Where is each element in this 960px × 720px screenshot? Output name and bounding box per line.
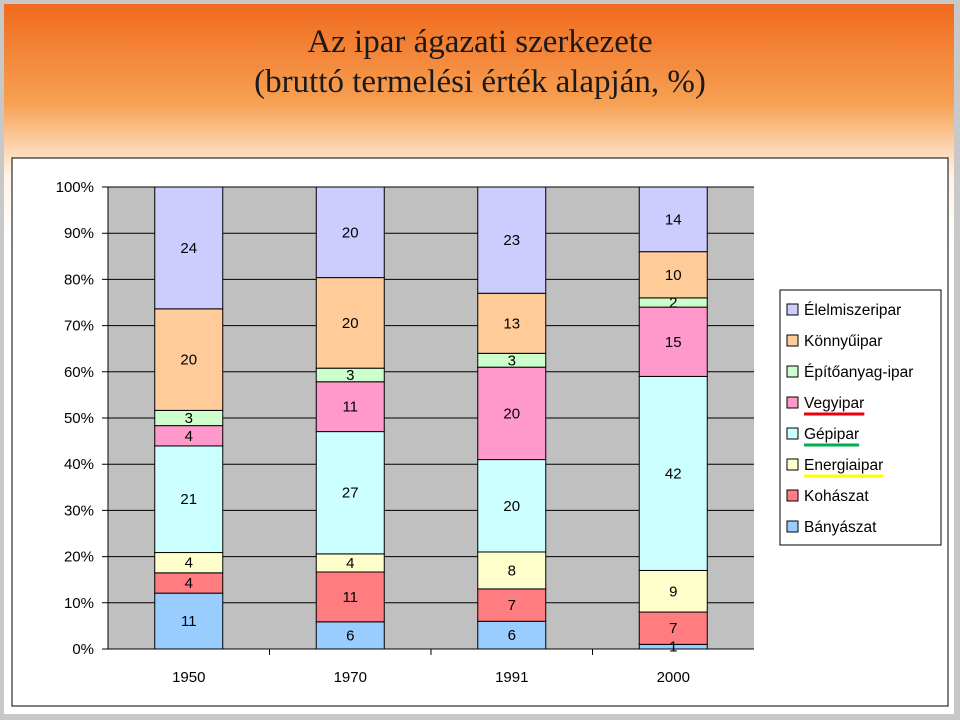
bar-segment (638, 186, 708, 253)
y-tick-label: 50% (64, 410, 94, 427)
legend-swatch (786, 365, 799, 378)
bar-segment (477, 588, 547, 622)
data-label: 6 (346, 627, 354, 644)
y-tick-label: 80% (64, 271, 94, 288)
y-tick-label: 60% (64, 364, 94, 381)
bar-segment (154, 308, 224, 411)
legend-swatch (786, 427, 799, 440)
data-label: 3 (346, 367, 354, 384)
bar-segment (477, 186, 547, 294)
bar-segment (477, 292, 547, 354)
legend-box (779, 289, 942, 546)
bar-segment (477, 620, 547, 650)
data-label: 7 (669, 620, 677, 637)
bar-segment (638, 306, 708, 377)
legend-label: Kohászat (804, 488, 869, 505)
data-label: 20 (342, 224, 359, 241)
legend-label: Élelmiszeripar (804, 302, 901, 319)
data-label: 7 (508, 597, 516, 614)
data-label: 24 (180, 240, 197, 257)
bar-segment (154, 592, 224, 650)
data-label: 11 (342, 399, 358, 416)
data-label: 20 (503, 405, 520, 422)
y-tick-label: 30% (64, 502, 94, 519)
y-tick-label: 0% (72, 641, 94, 658)
y-tick-label: 100% (56, 179, 94, 196)
data-label: 9 (669, 583, 677, 600)
title-line-1: Az ipar ágazati szerkezete (307, 24, 653, 60)
bar-segment (315, 381, 385, 433)
data-label: 23 (503, 232, 520, 249)
data-label: 10 (665, 267, 682, 284)
data-label: 15 (665, 334, 682, 351)
bar-segment (315, 621, 385, 650)
y-tick-label: 10% (64, 595, 94, 612)
legend-label: Könnyűipar (804, 333, 882, 350)
x-tick-label: 1950 (172, 669, 205, 686)
legend-label: Energiaipar (804, 457, 883, 474)
data-label: 4 (185, 555, 193, 572)
bar-segment (638, 569, 708, 613)
y-tick-label: 90% (64, 225, 94, 242)
data-label: 3 (185, 410, 193, 427)
data-label: 4 (185, 428, 193, 445)
legend-label: Bányászat (804, 519, 877, 536)
bar-segment (315, 277, 385, 369)
data-label: 3 (508, 352, 516, 369)
data-label: 27 (342, 485, 359, 502)
legend-swatch (786, 303, 799, 316)
data-label: 4 (185, 575, 193, 592)
data-label: 21 (180, 491, 197, 508)
data-label: 2 (669, 295, 677, 312)
legend-swatch (786, 520, 799, 533)
data-label: 4 (346, 555, 354, 572)
bar-segment (638, 375, 708, 571)
title-line-2: (bruttó termelési érték alapján, %) (254, 64, 706, 100)
legend-label: Építőanyag-ipar (804, 364, 913, 381)
bar-segment (315, 571, 385, 623)
y-tick-label: 20% (64, 549, 94, 566)
bar-segment (315, 186, 385, 279)
data-label: 1 (669, 639, 677, 656)
x-tick-label: 1991 (495, 669, 528, 686)
bar-segment (315, 431, 385, 555)
legend-label: Vegyipar (804, 395, 864, 412)
x-tick-label: 2000 (657, 669, 690, 686)
legend-swatch (786, 458, 799, 471)
data-label: 11 (181, 613, 197, 630)
bar-segment (477, 551, 547, 590)
data-label: 14 (665, 211, 682, 228)
legend-label: Gépipar (804, 426, 859, 443)
legend-swatch (786, 334, 799, 347)
data-label: 20 (342, 315, 359, 332)
legend-swatch (786, 396, 799, 409)
chart-title: Az ipar ágazati szerkezete (bruttó terme… (0, 22, 960, 102)
y-tick-label: 70% (64, 318, 94, 335)
data-label: 11 (342, 589, 358, 606)
data-label: 20 (503, 498, 520, 515)
data-label: 20 (180, 352, 197, 369)
bar-segment (154, 445, 224, 554)
legend-swatch (786, 489, 799, 502)
bar-segment (154, 186, 224, 310)
data-label: 42 (665, 465, 682, 482)
data-label: 8 (508, 562, 516, 579)
data-label: 13 (503, 315, 520, 332)
x-tick-label: 1970 (334, 669, 367, 686)
data-label: 6 (508, 627, 516, 644)
y-tick-label: 40% (64, 456, 94, 473)
bar-segment (638, 251, 708, 299)
bar-segment (477, 366, 547, 461)
